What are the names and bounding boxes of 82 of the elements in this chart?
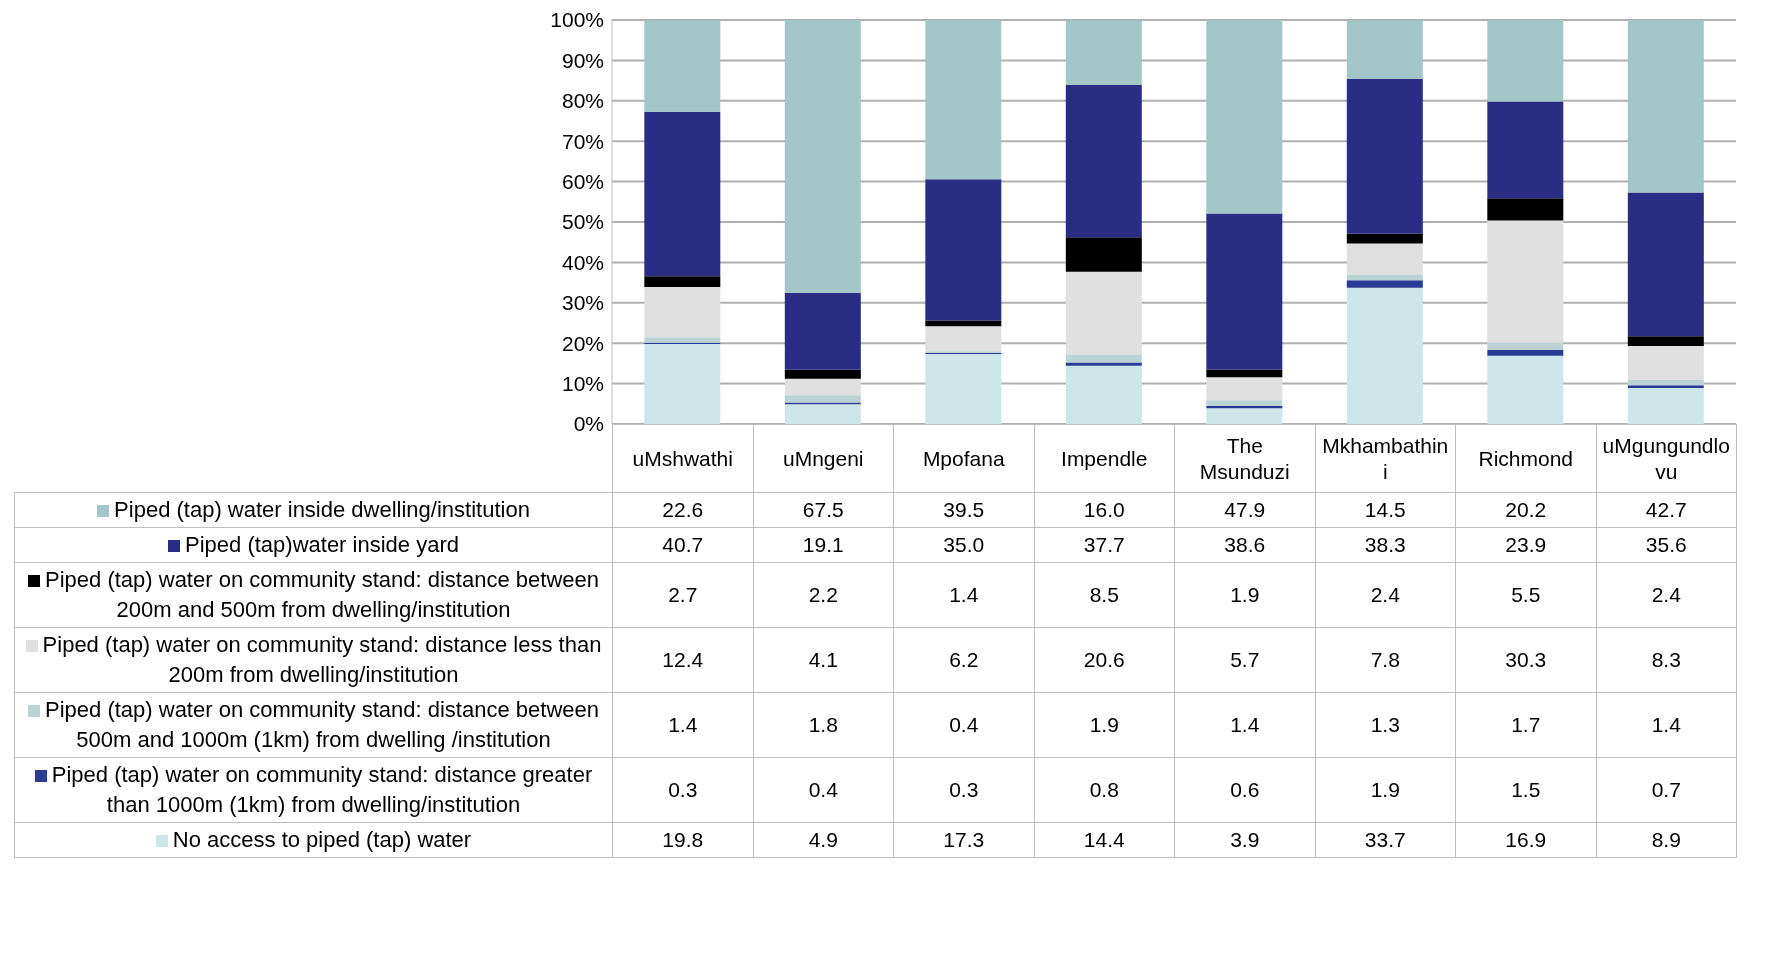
- data-label: 0.3: [893, 757, 1034, 823]
- data-label: 17.3: [893, 822, 1034, 858]
- data-label: 38.3: [1315, 527, 1456, 563]
- data-label: 8.9: [1596, 822, 1737, 858]
- data-label: 2.2: [753, 562, 894, 628]
- data-label: 42.7: [1596, 492, 1737, 528]
- data-label: 1.5: [1455, 757, 1596, 823]
- data-label: 1.9: [1174, 562, 1315, 628]
- y-tick-label: 100%: [550, 8, 604, 32]
- data-label: 30.3: [1455, 627, 1596, 693]
- data-label: 22.6: [612, 492, 753, 528]
- data-label: 1.9: [1034, 692, 1175, 758]
- x-tick-label: Impendle: [1034, 424, 1175, 493]
- legend-label: Piped (tap)water inside yard: [14, 527, 613, 563]
- x-tick-label: uMshwathi: [612, 424, 753, 493]
- y-tick-label: 40%: [561, 250, 604, 274]
- x-tick-label: Mpofana: [893, 424, 1034, 493]
- data-label: 0.3: [612, 757, 753, 823]
- data-label: 0.7: [1596, 757, 1737, 823]
- data-label: 2.4: [1596, 562, 1737, 628]
- data-label: 7.8: [1315, 627, 1456, 693]
- data-label: 12.4: [612, 627, 753, 693]
- data-label: 8.5: [1034, 562, 1175, 628]
- data-label: 20.2: [1455, 492, 1596, 528]
- legend-label: Piped (tap) water on community stand: distance between 200m and 500m from dwelling/institution: [14, 562, 613, 628]
- data-label: 39.5: [893, 492, 1034, 528]
- data-label: 4.9: [753, 822, 894, 858]
- y-tick-label: 50%: [561, 210, 604, 234]
- data-label: 8.3: [1596, 627, 1737, 693]
- data-label: 1.4: [1596, 692, 1737, 758]
- data-label: 6.2: [893, 627, 1034, 693]
- data-label: 47.9: [1174, 492, 1315, 528]
- y-tick-label: 90%: [561, 48, 604, 72]
- y-tick-label: 30%: [561, 291, 604, 315]
- x-tick-label: uMngeni: [753, 424, 894, 493]
- x-tick-label: Richmond: [1455, 424, 1596, 493]
- data-label: 14.5: [1315, 492, 1456, 528]
- data-label: 67.5: [753, 492, 894, 528]
- legend-label: Piped (tap) water on community stand: distance greater than 1000m (1km) from dwelling/institution: [14, 757, 613, 823]
- legend-label: No access to piped (tap) water: [14, 822, 613, 858]
- data-label: 1.9: [1315, 757, 1456, 823]
- legend-label: Piped (tap) water on community stand: distance less than 200m from dwelling/institution: [14, 627, 613, 693]
- data-label: 1.7: [1455, 692, 1596, 758]
- x-tick-label: The Msunduzi: [1174, 424, 1315, 493]
- data-label: 0.6: [1174, 757, 1315, 823]
- legend-label: Piped (tap) water inside dwelling/institution: [14, 492, 613, 528]
- x-tick-label: Mkhambathini: [1315, 424, 1456, 493]
- data-label: 16.0: [1034, 492, 1175, 528]
- data-label: 1.3: [1315, 692, 1456, 758]
- data-label: 1.4: [612, 692, 753, 758]
- data-label: 37.7: [1034, 527, 1175, 563]
- data-label: 2.7: [612, 562, 753, 628]
- data-label: 1.8: [753, 692, 894, 758]
- data-label: 3.9: [1174, 822, 1315, 858]
- data-label: 1.4: [1174, 692, 1315, 758]
- data-label: 38.6: [1174, 527, 1315, 563]
- y-tick-label: 10%: [561, 372, 604, 396]
- data-label: 16.9: [1455, 822, 1596, 858]
- data-label: 19.8: [612, 822, 753, 858]
- data-label: 23.9: [1455, 527, 1596, 563]
- data-label: 20.6: [1034, 627, 1175, 693]
- data-label: 35.6: [1596, 527, 1737, 563]
- data-label: 35.0: [893, 527, 1034, 563]
- data-label: 0.4: [893, 692, 1034, 758]
- data-label: 14.4: [1034, 822, 1175, 858]
- data-label: 2.4: [1315, 562, 1456, 628]
- data-label: 40.7: [612, 527, 753, 563]
- data-label: 1.4: [893, 562, 1034, 628]
- y-tick-label: 20%: [561, 331, 604, 355]
- legend-label: Piped (tap) water on community stand: distance between 500m and 1000m (1km) from dwelling /institution: [14, 692, 613, 758]
- data-label: 4.1: [753, 627, 894, 693]
- y-tick-label: 70%: [561, 129, 604, 153]
- data-label: 0.4: [753, 757, 894, 823]
- data-label: 33.7: [1315, 822, 1456, 858]
- data-label: 5.5: [1455, 562, 1596, 628]
- y-tick-label: 0%: [573, 412, 604, 436]
- data-label: 19.1: [753, 527, 894, 563]
- y-tick-label: 80%: [561, 89, 604, 113]
- data-label: 5.7: [1174, 627, 1315, 693]
- y-tick-label: 60%: [561, 170, 604, 194]
- data-label: 0.8: [1034, 757, 1175, 823]
- x-tick-label: uMgungundlovu: [1596, 424, 1737, 493]
